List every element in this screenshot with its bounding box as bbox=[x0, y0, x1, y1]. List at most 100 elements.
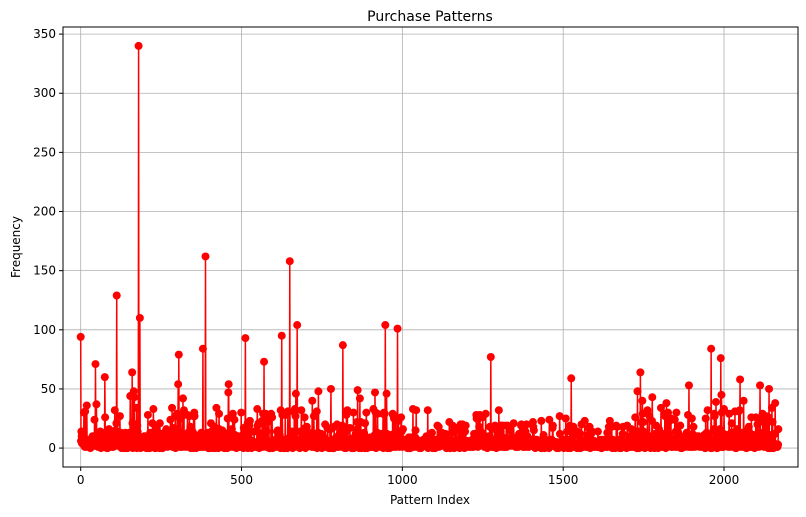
data-point bbox=[648, 393, 657, 402]
data-point bbox=[128, 368, 137, 377]
chart-title: Purchase Patterns bbox=[367, 9, 493, 25]
data-point bbox=[224, 388, 233, 397]
data-point bbox=[563, 427, 572, 436]
x-tick-label: 0 bbox=[77, 473, 85, 487]
data-point bbox=[174, 380, 183, 389]
data-point bbox=[353, 425, 362, 434]
data-point bbox=[434, 422, 443, 431]
data-point bbox=[736, 375, 745, 384]
y-tick-label: 250 bbox=[33, 145, 56, 159]
data-point bbox=[155, 419, 164, 428]
data-point bbox=[701, 414, 710, 423]
data-point bbox=[509, 419, 518, 428]
data-point bbox=[481, 409, 490, 418]
data-point bbox=[115, 412, 124, 421]
x-axis-ticks: 0 500 1000 1500 2000 bbox=[77, 467, 739, 487]
data-point bbox=[291, 412, 300, 421]
data-point bbox=[168, 403, 177, 412]
data-point bbox=[631, 413, 640, 422]
data-point bbox=[92, 400, 101, 409]
data-point bbox=[613, 422, 622, 431]
data-point bbox=[237, 408, 246, 417]
data-point bbox=[227, 425, 236, 434]
data-point bbox=[411, 426, 420, 435]
data-point bbox=[260, 357, 269, 366]
data-point bbox=[78, 429, 87, 438]
data-point bbox=[662, 399, 671, 408]
data-point bbox=[393, 324, 402, 333]
data-point bbox=[656, 403, 665, 412]
data-point bbox=[561, 414, 570, 423]
data-point bbox=[423, 406, 432, 415]
data-point bbox=[720, 405, 729, 414]
data-point bbox=[314, 387, 323, 396]
data-point bbox=[130, 393, 139, 402]
data-point bbox=[537, 416, 546, 425]
data-point bbox=[129, 387, 138, 396]
data-point bbox=[593, 427, 602, 436]
data-point bbox=[112, 419, 121, 428]
data-point bbox=[178, 394, 187, 403]
data-point bbox=[684, 381, 693, 390]
data-point bbox=[397, 413, 406, 422]
data-point bbox=[664, 408, 673, 417]
data-point bbox=[756, 381, 765, 390]
data-point bbox=[427, 428, 436, 437]
data-point bbox=[76, 332, 85, 341]
data-point bbox=[676, 421, 685, 430]
data-point bbox=[312, 407, 321, 416]
y-tick-label: 50 bbox=[41, 382, 56, 396]
data-point bbox=[774, 425, 783, 434]
data-point bbox=[362, 408, 371, 417]
data-point bbox=[735, 406, 744, 415]
data-point bbox=[371, 388, 380, 397]
data-point bbox=[174, 350, 183, 359]
data-point bbox=[522, 420, 531, 429]
data-point bbox=[345, 423, 354, 432]
data-point bbox=[268, 413, 277, 422]
data-point bbox=[506, 426, 515, 435]
data-point bbox=[293, 321, 302, 330]
data-point bbox=[707, 344, 716, 353]
data-point bbox=[494, 406, 503, 415]
data-point bbox=[338, 341, 347, 350]
series-frequency bbox=[76, 41, 783, 453]
data-point bbox=[515, 429, 524, 438]
y-axis-label: Frequency bbox=[9, 216, 23, 278]
data-point bbox=[490, 421, 499, 430]
data-point bbox=[134, 41, 143, 50]
data-point bbox=[711, 397, 720, 406]
y-tick-label: 150 bbox=[33, 264, 56, 278]
data-point bbox=[149, 405, 158, 414]
data-point bbox=[338, 421, 347, 430]
data-point bbox=[638, 396, 647, 405]
data-point bbox=[588, 427, 597, 436]
y-tick-label: 100 bbox=[33, 323, 56, 337]
data-point bbox=[110, 406, 119, 415]
data-point bbox=[291, 389, 300, 398]
data-point bbox=[355, 394, 364, 403]
y-tick-label: 300 bbox=[33, 86, 56, 100]
data-point bbox=[618, 429, 627, 438]
data-point bbox=[215, 409, 224, 418]
data-point bbox=[486, 353, 495, 361]
data-point bbox=[132, 403, 141, 412]
data-point bbox=[555, 412, 564, 421]
data-point bbox=[198, 344, 207, 353]
data-point bbox=[201, 252, 210, 261]
data-point bbox=[223, 414, 232, 423]
y-axis-ticks: 0 50 100 150 200 250 300 350 bbox=[33, 27, 63, 455]
x-axis-label: Pattern Index bbox=[390, 493, 470, 507]
data-point bbox=[774, 440, 783, 449]
data-point bbox=[361, 419, 370, 428]
data-point bbox=[262, 427, 271, 436]
data-point bbox=[670, 415, 679, 424]
data-point bbox=[300, 413, 309, 422]
x-tick-label: 1000 bbox=[387, 473, 418, 487]
data-point bbox=[768, 418, 777, 427]
data-point bbox=[555, 429, 564, 438]
data-point bbox=[290, 405, 299, 414]
data-point bbox=[580, 416, 589, 425]
plot-background bbox=[63, 27, 798, 467]
data-point bbox=[190, 412, 199, 421]
